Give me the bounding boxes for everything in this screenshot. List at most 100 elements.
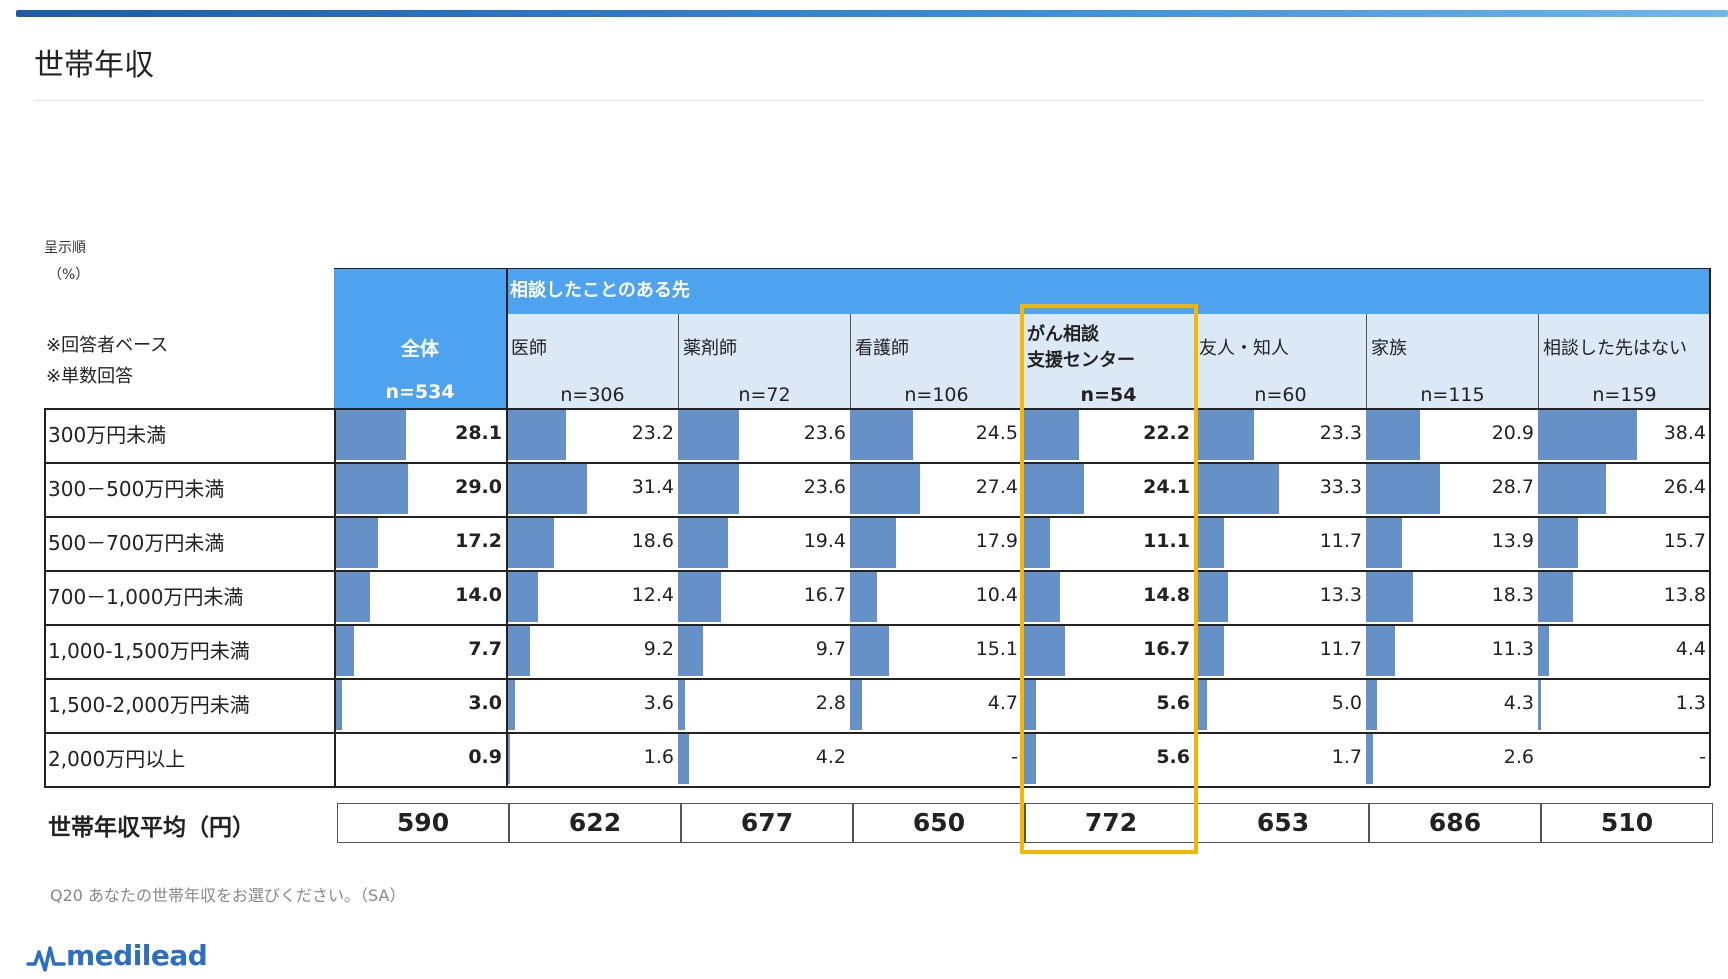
- cell-value: 29.0: [455, 476, 502, 498]
- header-col-label: 相談した先はない: [1543, 338, 1687, 359]
- bar: [334, 572, 370, 622]
- cell-value: 4.3: [1503, 692, 1534, 714]
- bar: [1022, 410, 1079, 460]
- bar: [850, 464, 921, 514]
- header-col-label: 看護師: [855, 338, 909, 359]
- cell-value: 7.7: [468, 638, 502, 660]
- bar: [1194, 464, 1280, 514]
- cell-value: 23.2: [631, 422, 674, 444]
- bar: [1538, 464, 1606, 514]
- bar: [850, 572, 877, 622]
- bar: [334, 410, 407, 460]
- bar: [1366, 410, 1420, 460]
- header-col-n: n=159: [1592, 384, 1657, 406]
- bar: [334, 464, 409, 514]
- grid-line-row: [44, 678, 1710, 680]
- cell-value: 22.2: [1143, 422, 1190, 444]
- row-label: 300－500万円未満: [48, 477, 225, 501]
- cell-value: 33.3: [1319, 476, 1362, 498]
- header-col-7: 相談した先はない n=159: [1538, 314, 1710, 408]
- bar: [334, 518, 379, 568]
- bar: [850, 410, 913, 460]
- cell-value: 1.7: [1331, 746, 1362, 768]
- header-total-label: 全体: [400, 338, 439, 360]
- cell-value: 14.0: [455, 584, 502, 606]
- order-note: 呈示順: [44, 240, 86, 256]
- grid-line-row: [44, 624, 1710, 626]
- average-value: 590: [337, 803, 509, 843]
- cell-value: 16.7: [803, 584, 846, 606]
- cell-value: 26.4: [1663, 476, 1706, 498]
- bar: [506, 734, 511, 784]
- bar: [1022, 464, 1084, 514]
- bar: [850, 518, 896, 568]
- grid-line-top: [44, 408, 1710, 410]
- bar: [1022, 518, 1051, 568]
- bar: [334, 680, 342, 730]
- cell-value: 18.6: [631, 530, 674, 552]
- cell-value: 17.2: [455, 530, 502, 552]
- bar: [1194, 572, 1229, 622]
- highlight-frame: [1020, 304, 1198, 854]
- row-label: 2,000万円以上: [48, 747, 186, 771]
- header-col-n: n=106: [904, 384, 969, 406]
- cell-value: 5.6: [1156, 746, 1190, 768]
- average-value: 686: [1369, 803, 1541, 843]
- cell-value: 28.7: [1491, 476, 1534, 498]
- cell-value: 4.2: [815, 746, 846, 768]
- cell-value: 5.0: [1331, 692, 1362, 714]
- cell-value: 9.7: [815, 638, 846, 660]
- bar: [506, 410, 566, 460]
- cell-value: 24.5: [975, 422, 1018, 444]
- header-col-n: n=60: [1254, 384, 1307, 406]
- bar: [678, 680, 686, 730]
- row-label: 300万円未満: [48, 423, 167, 447]
- grid-line-row: [44, 570, 1710, 572]
- average-value: 510: [1541, 803, 1713, 843]
- cell-value: 1.6: [643, 746, 674, 768]
- bar: [1194, 626, 1225, 676]
- grid-line-header-top: [334, 268, 1710, 269]
- bar: [1366, 680, 1378, 730]
- bar: [1538, 410, 1637, 460]
- average-label: 世帯年収平均（円）: [48, 815, 255, 841]
- cell-value: 19.4: [803, 530, 846, 552]
- bar: [1022, 626, 1065, 676]
- cell-value: -: [1699, 746, 1706, 768]
- medilead-logo-icon: [26, 946, 66, 972]
- bar: [678, 626, 703, 676]
- cell-value: 12.4: [631, 584, 674, 606]
- header-col-n: n=115: [1420, 384, 1485, 406]
- grid-line-left: [44, 408, 46, 786]
- average-value: 772: [1025, 803, 1197, 843]
- top-accent-bar: [16, 10, 1728, 17]
- header-col-label: 薬剤師: [683, 338, 737, 359]
- bar: [678, 464, 739, 514]
- question-text: Q20 あなたの世帯年収をお選びください。（SA）: [50, 886, 406, 905]
- cell-value: 14.8: [1143, 584, 1190, 606]
- cell-value: 1.3: [1675, 692, 1706, 714]
- header-col-n: n=54: [1080, 384, 1137, 406]
- header-col-3: 看護師 n=106: [850, 314, 1022, 408]
- cell-value: 38.4: [1663, 422, 1706, 444]
- grid-line-row: [44, 732, 1710, 734]
- header-col-n: n=72: [738, 384, 791, 406]
- bar: [1366, 572, 1413, 622]
- header-col-5: 友人・知人 n=60: [1194, 314, 1366, 408]
- medilead-logo-text: medilead: [66, 939, 208, 972]
- bar: [1366, 464, 1440, 514]
- bar: [1366, 734, 1373, 784]
- grid-line-right: [1709, 268, 1711, 786]
- cell-value: 13.9: [1491, 530, 1534, 552]
- average-value: 653: [1197, 803, 1369, 843]
- bar: [334, 626, 354, 676]
- bar: [506, 680, 516, 730]
- cell-value: 13.8: [1663, 584, 1706, 606]
- cell-value: 16.7: [1143, 638, 1190, 660]
- header-col-label: 医師: [511, 338, 547, 359]
- bar: [678, 518, 728, 568]
- cell-value: 13.3: [1319, 584, 1362, 606]
- bar: [1194, 410, 1254, 460]
- bar: [678, 410, 739, 460]
- bar: [506, 464, 587, 514]
